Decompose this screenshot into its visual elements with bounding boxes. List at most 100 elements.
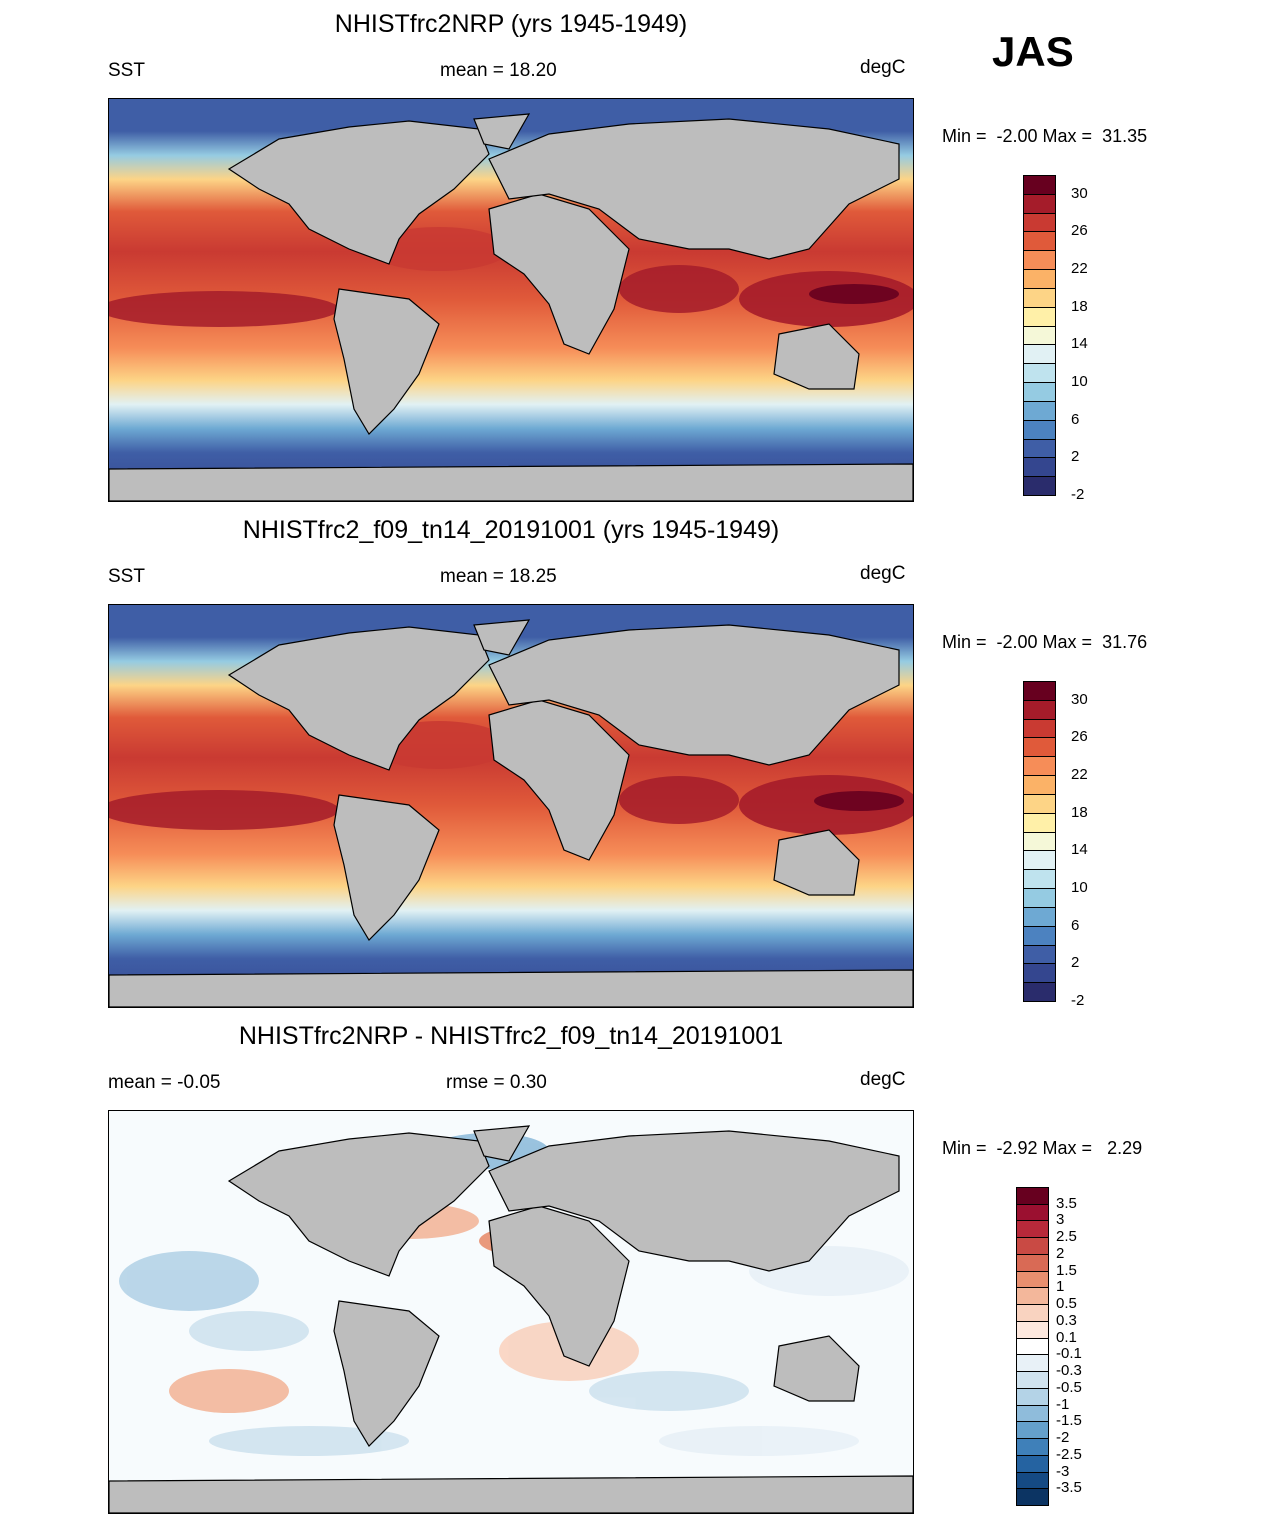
colorbar-tick-label: -3 bbox=[1056, 1462, 1070, 1480]
colorbar-cell bbox=[1023, 344, 1056, 365]
panel-2-colorbar: 30 26 22 18 14 10 6 2 -2 bbox=[1023, 681, 1113, 1009]
panel-2-variable-label: SST bbox=[108, 566, 145, 587]
colorbar-tick-label: 22 bbox=[1071, 766, 1088, 784]
colorbar-cell bbox=[1016, 1253, 1049, 1272]
colorbar-cell bbox=[1023, 212, 1056, 233]
panel-3-minmax: Min = -2.92 Max = 2.29 bbox=[942, 1138, 1143, 1158]
colorbar-tick-label: 10 bbox=[1071, 879, 1088, 897]
colorbar-tick-label: 14 bbox=[1071, 841, 1088, 859]
colorbar-cell bbox=[1023, 476, 1056, 496]
colorbar-cell bbox=[1023, 175, 1056, 195]
colorbar-cell bbox=[1016, 1488, 1049, 1506]
colorbar-cell bbox=[1023, 287, 1056, 308]
panel-3-map-graphic bbox=[109, 1111, 913, 1513]
colorbar-cell bbox=[1023, 944, 1056, 965]
colorbar-cell bbox=[1023, 306, 1056, 327]
colorbar-cell bbox=[1023, 775, 1056, 795]
colorbar-cell bbox=[1023, 812, 1056, 833]
panel-2-mean-label: mean = 18.25 bbox=[440, 566, 557, 587]
colorbar-tick-label: 18 bbox=[1071, 297, 1088, 315]
colorbar-tick-label: -3.5 bbox=[1056, 1479, 1082, 1497]
colorbar-cell bbox=[1023, 925, 1056, 946]
colorbar-cell bbox=[1023, 963, 1056, 984]
colorbar-cell bbox=[1023, 231, 1056, 252]
colorbar-cell bbox=[1016, 1187, 1049, 1205]
colorbar-cell bbox=[1016, 1237, 1049, 1255]
colorbar-cell bbox=[1023, 325, 1056, 346]
colorbar-tick-label: 30 bbox=[1071, 690, 1088, 708]
colorbar-cell bbox=[1016, 1203, 1049, 1222]
colorbar-cell bbox=[1023, 269, 1056, 289]
colorbar-cell bbox=[1023, 250, 1056, 271]
panel-1-title: NHISTfrc2NRP (yrs 1945-1949) bbox=[334, 10, 688, 38]
colorbar-tick-label: -1 bbox=[1056, 1395, 1070, 1413]
colorbar-cell bbox=[1016, 1471, 1049, 1490]
panel-1-map-graphic bbox=[109, 99, 913, 501]
colorbar-cell bbox=[1023, 400, 1056, 421]
colorbar-tick-label: 26 bbox=[1071, 728, 1088, 746]
colorbar-cell bbox=[1023, 419, 1056, 440]
colorbar-cell bbox=[1023, 363, 1056, 384]
panel-2-map bbox=[108, 604, 914, 1008]
colorbar-tick-label: 6 bbox=[1071, 916, 1080, 934]
colorbar-tick-label: -2 bbox=[1071, 992, 1085, 1009]
colorbar-tick-label: -0.5 bbox=[1056, 1378, 1082, 1396]
colorbar-tick-label: -0.1 bbox=[1056, 1345, 1082, 1363]
colorbar-cell bbox=[1023, 756, 1056, 777]
colorbar-cell bbox=[1023, 831, 1056, 852]
colorbar-cell bbox=[1016, 1438, 1049, 1456]
colorbar-tick-label: 1 bbox=[1056, 1278, 1065, 1296]
colorbar-tick-label: 3 bbox=[1056, 1211, 1065, 1229]
colorbar-cell bbox=[1016, 1354, 1049, 1373]
colorbar-tick-label: 3.5 bbox=[1056, 1194, 1077, 1212]
colorbar-tick-label: 14 bbox=[1071, 335, 1088, 353]
panel-3-map bbox=[108, 1110, 914, 1514]
colorbar-cell bbox=[1016, 1270, 1049, 1289]
colorbar-tick-label: 26 bbox=[1071, 222, 1088, 240]
colorbar-cell bbox=[1023, 793, 1056, 814]
colorbar-tick-label: 1.5 bbox=[1056, 1261, 1077, 1279]
colorbar-cell bbox=[1016, 1337, 1049, 1356]
colorbar-cell bbox=[1023, 906, 1056, 927]
panel-2-units-label: degC bbox=[860, 563, 906, 584]
colorbar-tick-label: 2.5 bbox=[1056, 1228, 1077, 1246]
colorbar-tick-label: -2 bbox=[1056, 1429, 1070, 1447]
colorbar-cell bbox=[1023, 718, 1056, 739]
colorbar-cell bbox=[1023, 888, 1056, 908]
colorbar-cell bbox=[1016, 1320, 1049, 1339]
colorbar-cell bbox=[1016, 1387, 1049, 1406]
panel-3-mean-label: mean = -0.05 bbox=[108, 1072, 221, 1093]
colorbar-cell bbox=[1016, 1454, 1049, 1473]
colorbar-cell bbox=[1023, 982, 1056, 1002]
colorbar-tick-label: 2 bbox=[1071, 954, 1080, 972]
colorbar-tick-label: -0.3 bbox=[1056, 1362, 1082, 1380]
colorbar-tick-label: 0.1 bbox=[1056, 1328, 1077, 1346]
colorbar-cell bbox=[1023, 681, 1056, 701]
colorbar-cell bbox=[1016, 1220, 1049, 1239]
colorbar-tick-label: 0.5 bbox=[1056, 1295, 1077, 1313]
panel-1-units-label: degC bbox=[860, 57, 906, 78]
panel-1-mean-label: mean = 18.20 bbox=[440, 60, 557, 81]
colorbar-tick-label: -2 bbox=[1071, 486, 1085, 503]
season-label: JAS bbox=[992, 28, 1074, 75]
colorbar-cell bbox=[1016, 1304, 1049, 1322]
panel-1-map bbox=[108, 98, 914, 502]
colorbar-cell bbox=[1023, 193, 1056, 214]
colorbar-tick-label: -1.5 bbox=[1056, 1412, 1082, 1430]
colorbar-cell bbox=[1016, 1404, 1049, 1423]
panel-3-rmse-label: rmse = 0.30 bbox=[446, 1072, 547, 1093]
colorbar-tick-label: 2 bbox=[1056, 1244, 1065, 1262]
colorbar-tick-label: 0.3 bbox=[1056, 1311, 1077, 1329]
panel-2-title: NHISTfrc2_f09_tn14_20191001 (yrs 1945-19… bbox=[242, 516, 780, 544]
panel-3-title: NHISTfrc2NRP - NHISTfrc2_f09_tn14_201910… bbox=[238, 1022, 784, 1050]
colorbar-cell bbox=[1016, 1371, 1049, 1389]
colorbar-cell bbox=[1023, 737, 1056, 758]
panel-1-minmax: Min = -2.00 Max = 31.35 bbox=[942, 126, 1148, 146]
panel-3-colorbar: 3.5 3 2.5 2 1.5 1 0.5 0.3 0.1 -0.1 -0.3 -0.5 -1 -1.5-… bbox=[1016, 1187, 1106, 1506]
colorbar-tick-label: 2 bbox=[1071, 448, 1080, 466]
colorbar-cell bbox=[1023, 438, 1056, 459]
colorbar-cell bbox=[1023, 457, 1056, 478]
colorbar-tick-label: 6 bbox=[1071, 410, 1080, 428]
colorbar-cell bbox=[1016, 1421, 1049, 1440]
colorbar-tick-label: 10 bbox=[1071, 373, 1088, 391]
